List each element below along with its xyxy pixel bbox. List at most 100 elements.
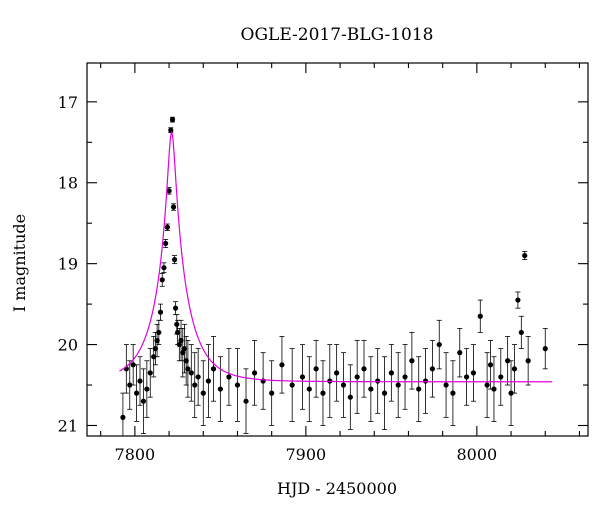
data-point xyxy=(192,382,198,388)
data-point xyxy=(368,386,374,392)
data-point xyxy=(313,366,319,372)
data-point xyxy=(185,366,191,372)
data-point xyxy=(140,398,147,404)
data-point xyxy=(172,305,179,311)
axis-ticks xyxy=(87,63,588,436)
y-tick-label: 17 xyxy=(58,93,78,112)
x-tick-labels: 7800 7900 8000 xyxy=(115,445,498,464)
model-curve xyxy=(119,131,553,383)
data-point xyxy=(340,382,347,388)
x-axis-label: HJD - 2450000 xyxy=(277,479,397,498)
data-point xyxy=(200,390,206,396)
y-tick-label: 19 xyxy=(58,255,78,274)
data-point xyxy=(188,370,194,376)
data-point xyxy=(120,414,126,420)
data-point xyxy=(234,382,241,388)
data-point xyxy=(159,277,165,283)
data-point xyxy=(306,386,312,392)
data-point xyxy=(176,341,182,348)
data-point xyxy=(127,382,133,388)
data-point xyxy=(171,257,178,263)
data-point xyxy=(320,390,326,396)
data-points xyxy=(120,117,548,420)
data-point xyxy=(163,240,169,247)
data-point xyxy=(511,366,518,372)
data-point xyxy=(443,382,449,388)
data-point xyxy=(226,374,232,380)
y-tick-label: 18 xyxy=(58,174,78,193)
data-point xyxy=(166,188,172,194)
data-point xyxy=(416,386,422,392)
data-point xyxy=(147,370,153,376)
data-point xyxy=(289,382,295,388)
data-point xyxy=(487,362,494,368)
x-tick-label: 8000 xyxy=(456,445,497,464)
data-point xyxy=(210,366,217,372)
data-point xyxy=(518,329,524,336)
data-point xyxy=(161,265,167,271)
x-tick-label: 7900 xyxy=(286,445,327,464)
data-point xyxy=(279,362,285,368)
data-point xyxy=(151,354,157,360)
data-point xyxy=(130,362,136,368)
data-point xyxy=(178,337,184,344)
data-point xyxy=(388,370,394,376)
y-tick-label: 21 xyxy=(58,416,78,435)
data-point xyxy=(133,390,140,396)
data-point xyxy=(164,224,170,230)
x-tick-label: 7800 xyxy=(115,445,156,464)
data-point xyxy=(395,382,401,388)
data-point xyxy=(525,358,531,364)
data-point xyxy=(183,358,189,364)
data-point xyxy=(542,346,548,352)
data-point xyxy=(505,358,511,364)
data-point xyxy=(205,378,212,384)
data-point xyxy=(251,370,258,376)
data-point xyxy=(381,390,388,396)
data-point xyxy=(175,329,181,336)
data-point xyxy=(477,313,483,319)
data-point xyxy=(152,346,158,352)
data-point xyxy=(347,394,353,400)
data-point xyxy=(484,382,490,388)
data-point xyxy=(463,374,470,380)
data-point xyxy=(137,378,143,384)
data-point xyxy=(180,350,186,356)
chart-title: OGLE-2017-BLG-1018 xyxy=(241,25,434,45)
data-point xyxy=(470,370,477,376)
data-point xyxy=(402,374,408,380)
data-point xyxy=(450,390,456,396)
data-point xyxy=(170,204,177,210)
data-point xyxy=(429,366,435,372)
data-point xyxy=(409,358,415,364)
data-point xyxy=(522,252,528,259)
data-point xyxy=(217,386,223,392)
data-point xyxy=(508,390,514,396)
data-point xyxy=(243,398,249,404)
data-point xyxy=(491,386,497,392)
data-point xyxy=(457,350,463,356)
y-axis-label: I magnitude xyxy=(10,214,29,312)
y-tick-labels: 17 18 19 20 21 xyxy=(58,93,78,436)
data-point xyxy=(422,378,429,384)
y-tick-label: 20 xyxy=(58,336,78,355)
data-point xyxy=(174,321,180,327)
plot-frame xyxy=(86,62,589,437)
data-point xyxy=(515,297,521,303)
data-point xyxy=(436,341,442,348)
data-point xyxy=(154,337,160,344)
data-point xyxy=(168,127,174,133)
data-point xyxy=(195,374,201,380)
data-point xyxy=(156,329,162,336)
data-point xyxy=(498,374,504,380)
data-point xyxy=(181,346,188,352)
data-point xyxy=(375,378,381,384)
data-point xyxy=(269,390,275,396)
data-point xyxy=(361,366,367,372)
data-point xyxy=(169,117,176,123)
data-point xyxy=(144,386,150,392)
data-point xyxy=(299,374,306,380)
data-point xyxy=(157,309,164,315)
data-point xyxy=(354,374,360,380)
